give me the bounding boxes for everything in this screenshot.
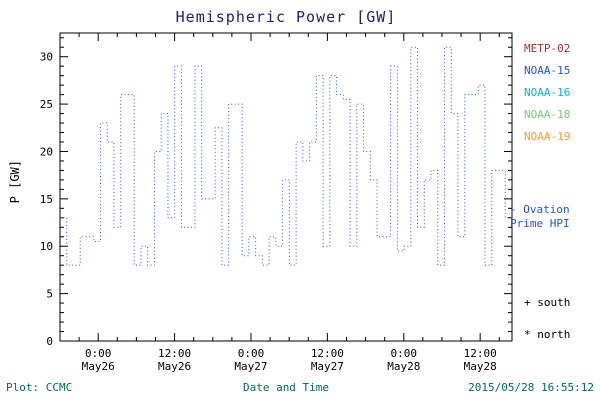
y-tick-label: 10 — [40, 240, 53, 253]
x-tick-date-label: May28 — [387, 360, 420, 373]
x-tick-time-label: 0:00 — [85, 347, 112, 360]
timestamp: 2015/05/28 16:55:12 — [468, 381, 594, 394]
south-marker-label: + south — [524, 296, 571, 309]
ovation-prime-label-line1: - Ovation — [510, 203, 570, 216]
satellite-legend: METP-02 NOAA-15 NOAA-16 NOAA-18 NOAA-19 — [524, 38, 570, 148]
plot-frame — [59, 32, 513, 342]
x-axis-label: Date and Time — [242, 381, 330, 394]
legend-item-metp-02: METP-02 — [524, 42, 571, 55]
hpi-step-line — [60, 46, 512, 266]
y-tick-label: 15 — [40, 193, 53, 206]
legend-item-noaa-15: NOAA-15 — [524, 64, 571, 77]
y-tick-label: 5 — [46, 288, 53, 301]
x-tick-date-label: May28 — [464, 360, 497, 373]
x-tick-time-label: 12:00 — [158, 347, 191, 360]
x-tick-time-label: 0:00 — [391, 347, 418, 360]
x-tick-time-label: 12:00 — [311, 347, 344, 360]
legend-item-noaa-16: NOAA-16 — [524, 86, 571, 99]
ovation-prime-label-line2: Prime HPI — [510, 217, 570, 230]
y-tick-label: 30 — [40, 51, 53, 64]
legend-item-noaa-19: NOAA-19 — [524, 130, 571, 143]
y-tick-label: 0 — [46, 335, 53, 348]
ovation-prime-label: - Ovation Prime HPI — [510, 203, 570, 231]
chart-title: Hemispheric Power [GW] — [175, 8, 397, 26]
x-tick-date-label: May26 — [158, 360, 191, 373]
north-marker-label: * north — [524, 328, 571, 341]
x-tick-date-label: May27 — [234, 360, 267, 373]
x-tick-time-label: 12:00 — [464, 347, 497, 360]
x-tick-date-label: May27 — [311, 360, 344, 373]
x-tick-date-label: May26 — [82, 360, 115, 373]
y-tick-label: 25 — [40, 98, 53, 111]
plot-credit: Plot: CCMC — [6, 381, 73, 394]
legend-item-noaa-18: NOAA-18 — [524, 108, 571, 121]
y-tick-label: 20 — [40, 145, 53, 158]
x-tick-time-label: 0:00 — [238, 347, 265, 360]
